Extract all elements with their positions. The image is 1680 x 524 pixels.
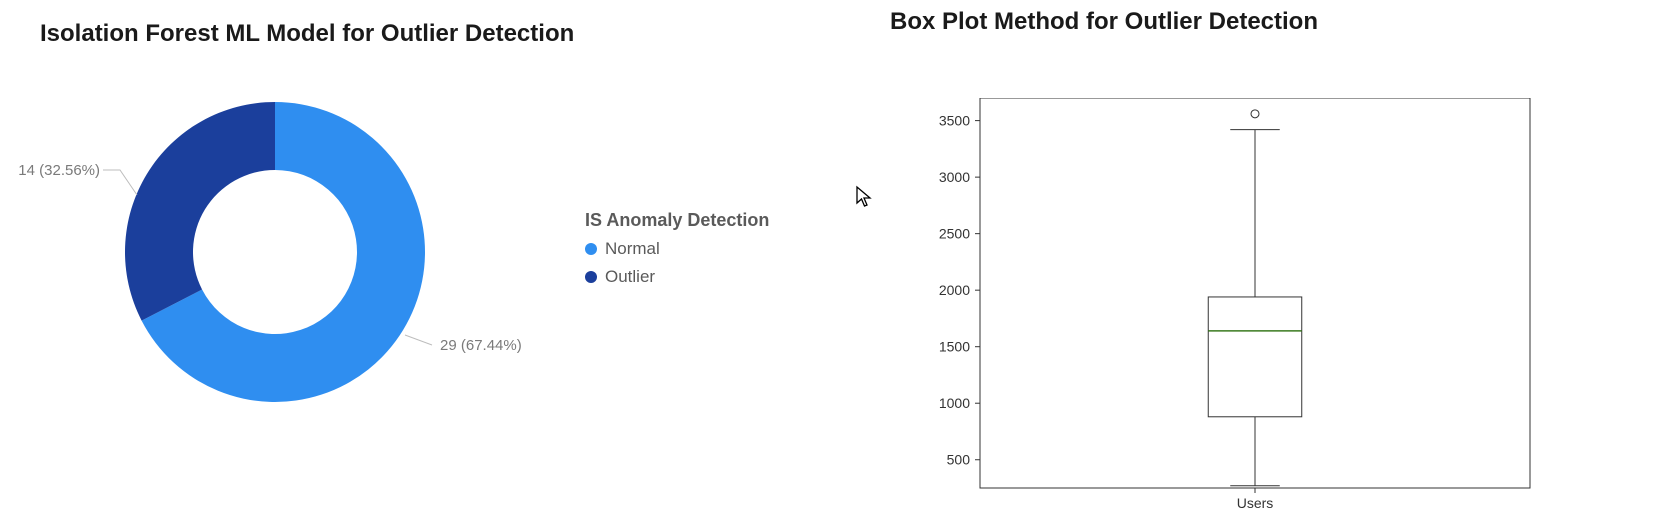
ytick-label: 3000	[939, 169, 970, 185]
left-chart-title: Isolation Forest ML Model for Outlier De…	[40, 20, 574, 48]
mouse-cursor-icon	[855, 185, 875, 209]
right-chart-title: Box Plot Method for Outlier Detection	[890, 8, 1318, 36]
legend-item-label: Normal	[605, 239, 660, 259]
ytick-label: 2500	[939, 226, 970, 242]
donut-callout-label: 14 (32.56%)	[18, 162, 100, 179]
x-category-label: Users	[1237, 495, 1274, 511]
callout-line	[103, 170, 137, 195]
box	[1208, 297, 1302, 417]
legend-swatch-icon	[585, 243, 597, 255]
legend-item-normal: Normal	[585, 239, 769, 259]
ytick-label: 1500	[939, 339, 970, 355]
legend-item-label: Outlier	[605, 267, 655, 287]
ytick-label: 2000	[939, 282, 970, 298]
legend-title: IS Anomaly Detection	[585, 210, 769, 231]
ytick-label: 3500	[939, 113, 970, 129]
donut-legend: IS Anomaly Detection Normal Outlier	[585, 210, 769, 287]
boxplot-chart: 500 1000 1500 2000 2500 3000 3500 Users	[920, 98, 1540, 518]
donut-callout-label: 29 (67.44%)	[440, 337, 522, 354]
ytick-label: 500	[947, 452, 971, 468]
outlier-point	[1251, 110, 1259, 118]
donut-slice-outlier	[125, 102, 275, 321]
donut-chart: 29 (67.44%) 14 (32.56%)	[0, 50, 560, 510]
ytick-label: 1000	[939, 395, 970, 411]
legend-swatch-icon	[585, 271, 597, 283]
callout-line	[405, 335, 432, 345]
legend-item-outlier: Outlier	[585, 267, 769, 287]
